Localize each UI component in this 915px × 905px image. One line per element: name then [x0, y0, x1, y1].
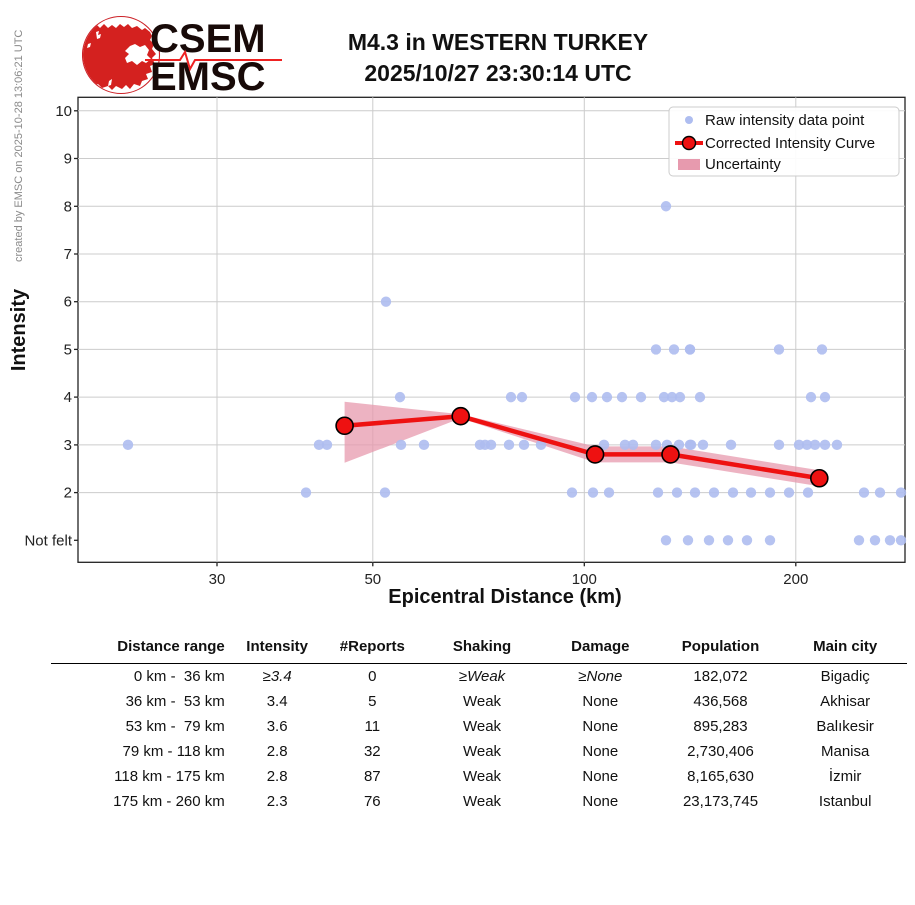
- svg-text:4: 4: [64, 389, 72, 406]
- svg-text:2: 2: [64, 485, 72, 502]
- svg-text:3: 3: [64, 437, 72, 454]
- svg-text:7: 7: [64, 246, 72, 263]
- svg-text:50: 50: [364, 571, 381, 588]
- svg-text:Raw intensity data point: Raw intensity data point: [705, 112, 865, 129]
- svg-text:6: 6: [64, 294, 72, 311]
- svg-text:200: 200: [783, 571, 808, 588]
- svg-text:8: 8: [64, 198, 72, 215]
- svg-text:Corrected Intensity Curve: Corrected Intensity Curve: [705, 135, 875, 152]
- svg-text:Uncertainty: Uncertainty: [705, 156, 781, 173]
- svg-text:Not felt: Not felt: [24, 532, 72, 549]
- svg-text:30: 30: [209, 571, 226, 588]
- svg-text:10: 10: [55, 103, 72, 120]
- svg-text:Intensity: Intensity: [8, 288, 30, 371]
- svg-text:5: 5: [64, 341, 72, 358]
- svg-text:9: 9: [64, 151, 72, 168]
- svg-text:Epicentral Distance (km): Epicentral Distance (km): [388, 586, 621, 608]
